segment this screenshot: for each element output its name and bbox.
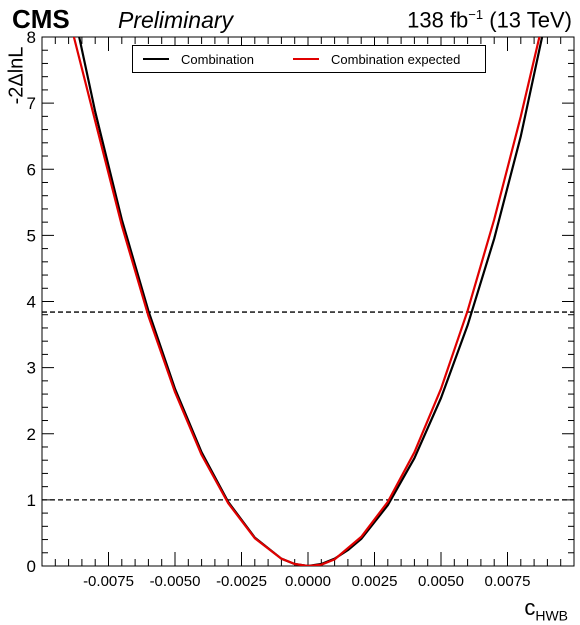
x-axis-label-main: c	[524, 594, 536, 620]
plot-frame	[41, 36, 575, 567]
y-tick-label: 6	[27, 160, 36, 179]
lumi-energy: (13 TeV)	[489, 7, 572, 33]
x-tick-label: 0.0050	[418, 573, 464, 590]
y-axis-label: -2ΔlnL	[5, 46, 28, 105]
x-axis-label-sub: HWB	[535, 607, 568, 623]
y-tick-label: 1	[27, 491, 36, 510]
y-tick-label: 8	[27, 28, 36, 47]
series-line-expected	[72, 37, 541, 566]
lumi-exponent: −1	[468, 7, 484, 22]
y-tick-label: 4	[27, 293, 36, 312]
legend-entry-combination: Combination	[143, 46, 254, 72]
legend-swatch-expected	[293, 58, 319, 60]
y-tick-label: 3	[27, 359, 36, 378]
x-tick-label: 0.0000	[285, 573, 331, 590]
legend-label-expected: Combination expected	[331, 51, 461, 67]
series-line-combination	[78, 37, 544, 566]
legend-label-combination: Combination	[181, 51, 254, 67]
x-tick-label: -0.0050	[150, 573, 201, 590]
x-tick-label: 0.0075	[485, 573, 531, 590]
legend: Combination Combination expected	[132, 45, 486, 73]
y-tick-label: 2	[27, 425, 36, 444]
y-tick-label: 0	[27, 557, 36, 576]
y-tick-label: 7	[27, 94, 36, 113]
x-tick-label: 0.0025	[352, 573, 398, 590]
x-axis-label: cHWB	[524, 595, 568, 623]
legend-swatch-combination	[143, 58, 169, 60]
status-label: Preliminary	[118, 7, 234, 33]
legend-entry-expected: Combination expected	[293, 46, 460, 72]
lumi-main: 138 fb	[407, 7, 469, 33]
experiment-label: CMS	[12, 4, 70, 34]
y-tick-label: 5	[27, 226, 36, 245]
luminosity-label: 138 fb−1 (13 TeV)	[407, 7, 572, 33]
x-tick-label: -0.0075	[83, 573, 134, 590]
x-tick-label: -0.0025	[216, 573, 267, 590]
